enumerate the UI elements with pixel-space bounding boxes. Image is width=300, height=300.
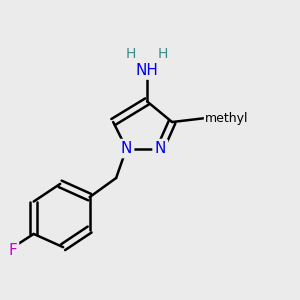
Text: methyl: methyl	[205, 112, 248, 125]
Text: N: N	[154, 141, 166, 156]
Text: NH: NH	[136, 63, 158, 78]
Text: F: F	[9, 243, 17, 258]
Text: N: N	[121, 141, 132, 156]
Text: H: H	[126, 47, 136, 61]
Text: H: H	[158, 47, 168, 61]
